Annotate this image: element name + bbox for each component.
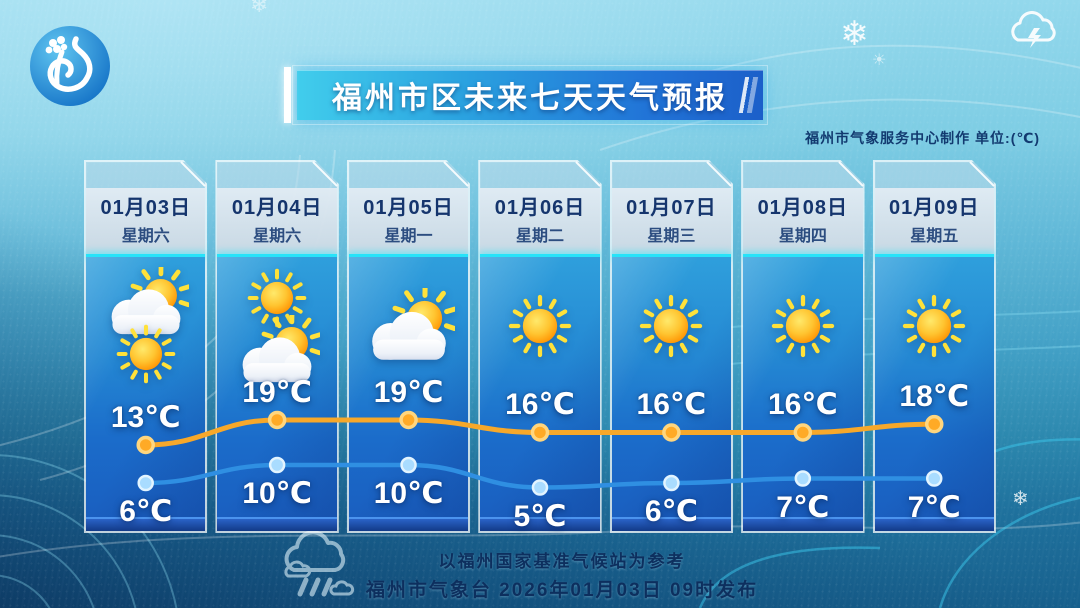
day-column: 01月04日 星期六 (215, 160, 338, 533)
footer-issue-info: 福州市气象台 2026年01月03日 09时发布 (365, 580, 759, 601)
day-weekday: 星期三 (647, 228, 696, 245)
day-weekday: 星期六 (121, 228, 170, 245)
column-base (349, 517, 468, 531)
column-base (217, 517, 336, 531)
day-date: 01月08日 (757, 197, 849, 219)
weather-icons (612, 257, 731, 395)
header-divider (86, 254, 205, 257)
column-base (612, 517, 731, 531)
header-divider (743, 254, 862, 257)
weather-icons (349, 257, 468, 395)
day-date: 01月06日 (494, 197, 586, 219)
fuzhou-meteo-logo (30, 26, 110, 106)
sun-icon (901, 293, 967, 359)
column-base (743, 517, 862, 531)
day-date: 01月04日 (231, 197, 323, 219)
weather-icons (480, 257, 599, 395)
day-header: 01月03日 星期六 (86, 162, 205, 254)
weather-icons (217, 257, 336, 395)
footer-reference-note: 以福州国家基准气候站为参考 (438, 552, 686, 571)
day-body (217, 257, 336, 517)
footer: 以福州国家基准气候站为参考 福州市气象台 2026年01月03日 09时发布 (22, 547, 1080, 602)
logo-flower (45, 36, 68, 54)
cloud-sun-icon (103, 267, 189, 338)
sun-icon: ☀ (872, 52, 887, 69)
day-column: 01月03日 星期六 (84, 160, 207, 533)
day-header: 01月05日 星期一 (349, 162, 468, 254)
snowflake-icon: ❄ (1012, 488, 1029, 510)
column-base (875, 517, 994, 531)
snowflake-icon: ❄ (250, 0, 269, 17)
day-weekday: 星期一 (384, 228, 433, 245)
column-base (480, 517, 599, 531)
day-header: 01月07日 星期三 (612, 162, 731, 254)
day-header: 01月06日 星期二 (480, 162, 599, 254)
day-body (480, 257, 599, 517)
column-base (86, 517, 205, 531)
day-header: 01月04日 星期六 (217, 162, 336, 254)
day-column: 01月06日 星期二 (478, 160, 601, 533)
header-divider (349, 254, 468, 257)
forecast-columns: 01月03日 星期六 01月04日 星期六 (84, 160, 996, 533)
day-body (86, 257, 205, 517)
day-column: 01月09日 星期五 (873, 160, 996, 533)
day-body (349, 257, 468, 517)
sun-icon (638, 293, 704, 359)
weather-icons (743, 257, 862, 395)
cloud-sun-icon (363, 288, 455, 363)
day-date: 01月05日 (363, 197, 454, 219)
day-body (612, 257, 731, 517)
day-weekday: 星期四 (778, 228, 827, 245)
day-body (875, 257, 994, 517)
day-header: 01月09日 星期五 (875, 162, 994, 254)
page-title: 福州市区未来七天天气预报 (284, 65, 768, 125)
credit-line: 福州市气象服务中心制作 单位:(℃) (805, 130, 1040, 146)
header-divider (217, 254, 336, 257)
thunder-cloud-icon (1011, 11, 1056, 48)
header-divider (480, 254, 599, 257)
day-date: 01月09日 (888, 197, 980, 219)
day-weekday: 星期五 (910, 228, 959, 245)
day-header: 01月08日 星期四 (743, 162, 862, 254)
day-column: 01月08日 星期四 (741, 160, 864, 533)
sun-icon (507, 293, 573, 359)
day-body (743, 257, 862, 517)
day-column: 01月07日 星期三 (610, 160, 733, 533)
snowflake-icon: ❄ (840, 15, 869, 53)
day-weekday: 星期六 (253, 228, 302, 245)
day-weekday: 星期二 (515, 228, 564, 245)
day-column: 01月05日 星期一 (347, 160, 470, 533)
cloud-sun-icon (234, 315, 320, 386)
header-divider (875, 254, 994, 257)
weather-icons (875, 257, 994, 395)
page-title-text: 福州市区未来七天天气预报 (332, 82, 728, 115)
day-date: 01月07日 (626, 197, 717, 219)
header-divider (612, 254, 731, 257)
sun-icon (115, 323, 177, 385)
sun-icon (770, 293, 836, 359)
day-date: 01月03日 (100, 197, 191, 219)
weather-icons (86, 257, 205, 395)
